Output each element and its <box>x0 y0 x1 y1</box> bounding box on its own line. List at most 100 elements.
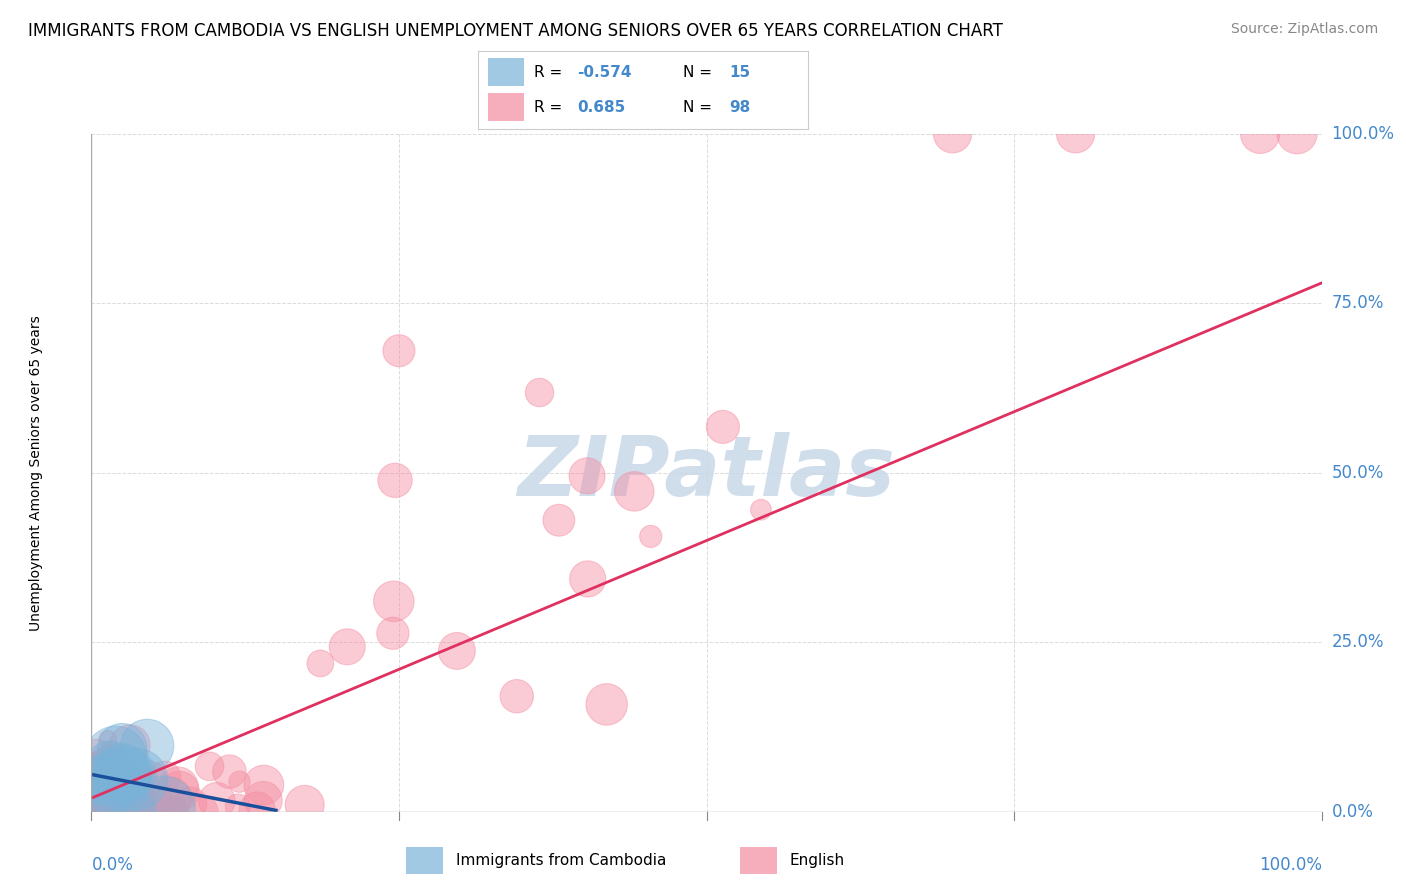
Point <box>100 747 122 761</box>
Point <box>91 802 114 816</box>
Point <box>218 764 240 779</box>
Point <box>97 732 120 747</box>
Point <box>226 799 249 814</box>
Point <box>117 775 139 789</box>
Point <box>576 468 599 483</box>
Point <box>111 767 134 781</box>
Point <box>94 789 117 803</box>
Text: 0.0%: 0.0% <box>91 855 134 874</box>
Point <box>381 626 404 640</box>
Point <box>93 772 115 787</box>
Point <box>84 799 107 814</box>
Point <box>90 791 112 805</box>
Point <box>548 513 571 527</box>
Point <box>83 756 105 771</box>
Point <box>576 572 599 586</box>
Point <box>114 772 136 786</box>
Text: Unemployment Among Seniors over 65 years: Unemployment Among Seniors over 65 years <box>30 315 44 631</box>
Text: 100.0%: 100.0% <box>1258 855 1322 874</box>
Point <box>111 766 134 780</box>
Point <box>125 772 148 787</box>
Point <box>145 803 167 817</box>
Point <box>97 774 120 789</box>
Point <box>125 796 148 810</box>
Point <box>252 793 274 807</box>
Point <box>89 802 111 816</box>
Text: R =: R = <box>534 64 568 79</box>
Point <box>98 758 121 772</box>
Point <box>83 797 105 811</box>
Point <box>82 797 104 811</box>
Point <box>595 698 617 712</box>
Text: ZIPatlas: ZIPatlas <box>517 433 896 513</box>
Point <box>127 798 149 813</box>
Text: -0.574: -0.574 <box>578 64 631 79</box>
Point <box>91 760 114 774</box>
Text: Source: ZipAtlas.com: Source: ZipAtlas.com <box>1230 22 1378 37</box>
Point <box>98 780 121 794</box>
Point <box>125 804 148 818</box>
Point <box>205 794 228 808</box>
Point <box>91 792 114 806</box>
Point <box>89 764 111 779</box>
Point <box>169 784 191 798</box>
Point <box>152 800 174 814</box>
Point <box>167 780 190 794</box>
Point <box>179 797 201 811</box>
Point <box>623 484 645 499</box>
Text: IMMIGRANTS FROM CAMBODIA VS ENGLISH UNEMPLOYMENT AMONG SENIORS OVER 65 YEARS COR: IMMIGRANTS FROM CAMBODIA VS ENGLISH UNEM… <box>28 22 1002 40</box>
Point <box>246 803 269 817</box>
Point <box>153 804 176 818</box>
Point <box>104 797 127 811</box>
Text: Immigrants from Cambodia: Immigrants from Cambodia <box>456 854 666 868</box>
Point <box>107 775 129 789</box>
Point <box>156 804 179 818</box>
Point <box>384 474 406 488</box>
Point <box>105 775 128 789</box>
Text: 75.0%: 75.0% <box>1331 294 1384 312</box>
Point <box>253 778 276 792</box>
Point <box>96 789 118 804</box>
Point <box>100 757 122 772</box>
Point <box>506 690 529 704</box>
Point <box>90 802 112 816</box>
Point <box>640 529 662 543</box>
Point <box>80 790 103 805</box>
Point <box>162 797 184 812</box>
Text: R =: R = <box>534 100 568 115</box>
Point <box>108 788 131 802</box>
Point <box>141 798 163 813</box>
Point <box>529 385 551 400</box>
Text: 100.0%: 100.0% <box>1331 125 1395 143</box>
Text: 98: 98 <box>730 100 751 115</box>
Text: 0.685: 0.685 <box>578 100 626 115</box>
Point <box>83 776 105 790</box>
Point <box>115 797 138 811</box>
Point <box>446 644 468 658</box>
Point <box>82 800 104 814</box>
Point <box>124 790 146 805</box>
Point <box>125 790 148 805</box>
Point <box>228 774 250 789</box>
Point <box>103 804 125 818</box>
Point <box>98 801 121 815</box>
Point <box>97 793 120 807</box>
Point <box>84 797 107 812</box>
Point <box>160 790 183 805</box>
Point <box>87 763 110 777</box>
Point <box>388 343 411 358</box>
Text: English: English <box>790 854 845 868</box>
Point <box>191 805 214 819</box>
Point <box>1285 127 1308 141</box>
Bar <box>406 847 443 874</box>
Point <box>120 802 142 816</box>
Text: 25.0%: 25.0% <box>1331 633 1384 651</box>
Point <box>101 796 124 810</box>
Text: N =: N = <box>683 64 717 79</box>
Point <box>86 750 108 764</box>
Point <box>83 785 105 799</box>
Point <box>111 741 134 756</box>
Point <box>134 771 156 785</box>
Bar <box>488 94 524 121</box>
Point <box>117 797 139 811</box>
